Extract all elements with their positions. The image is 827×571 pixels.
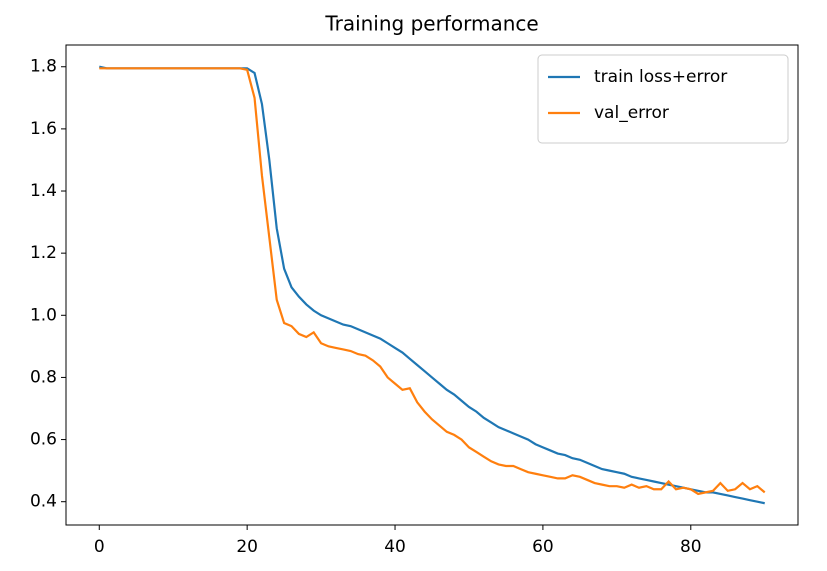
legend-box bbox=[537, 54, 789, 144]
x-tick-label: 60 bbox=[532, 537, 554, 557]
chart-title: Training performance bbox=[324, 12, 538, 36]
y-tick-label: 0.6 bbox=[30, 430, 57, 450]
y-tick-label: 1.8 bbox=[30, 57, 57, 77]
y-tick-label: 1.0 bbox=[30, 305, 57, 325]
plot-frame bbox=[65, 44, 799, 526]
legend-label: train loss+error bbox=[594, 67, 727, 87]
series-line bbox=[99, 67, 766, 496]
legend-label: val_error bbox=[594, 103, 669, 123]
y-tick-label: 1.2 bbox=[30, 243, 57, 263]
y-tick-label: 1.6 bbox=[30, 119, 57, 139]
y-tick-label: 1.4 bbox=[30, 181, 57, 201]
y-tick-label: 0.8 bbox=[30, 367, 57, 387]
x-tick-label: 0 bbox=[94, 537, 105, 557]
x-tick-label: 80 bbox=[680, 537, 702, 557]
x-tick-label: 40 bbox=[384, 537, 406, 557]
y-tick-label: 0.4 bbox=[30, 492, 57, 512]
x-tick-label: 20 bbox=[236, 537, 258, 557]
